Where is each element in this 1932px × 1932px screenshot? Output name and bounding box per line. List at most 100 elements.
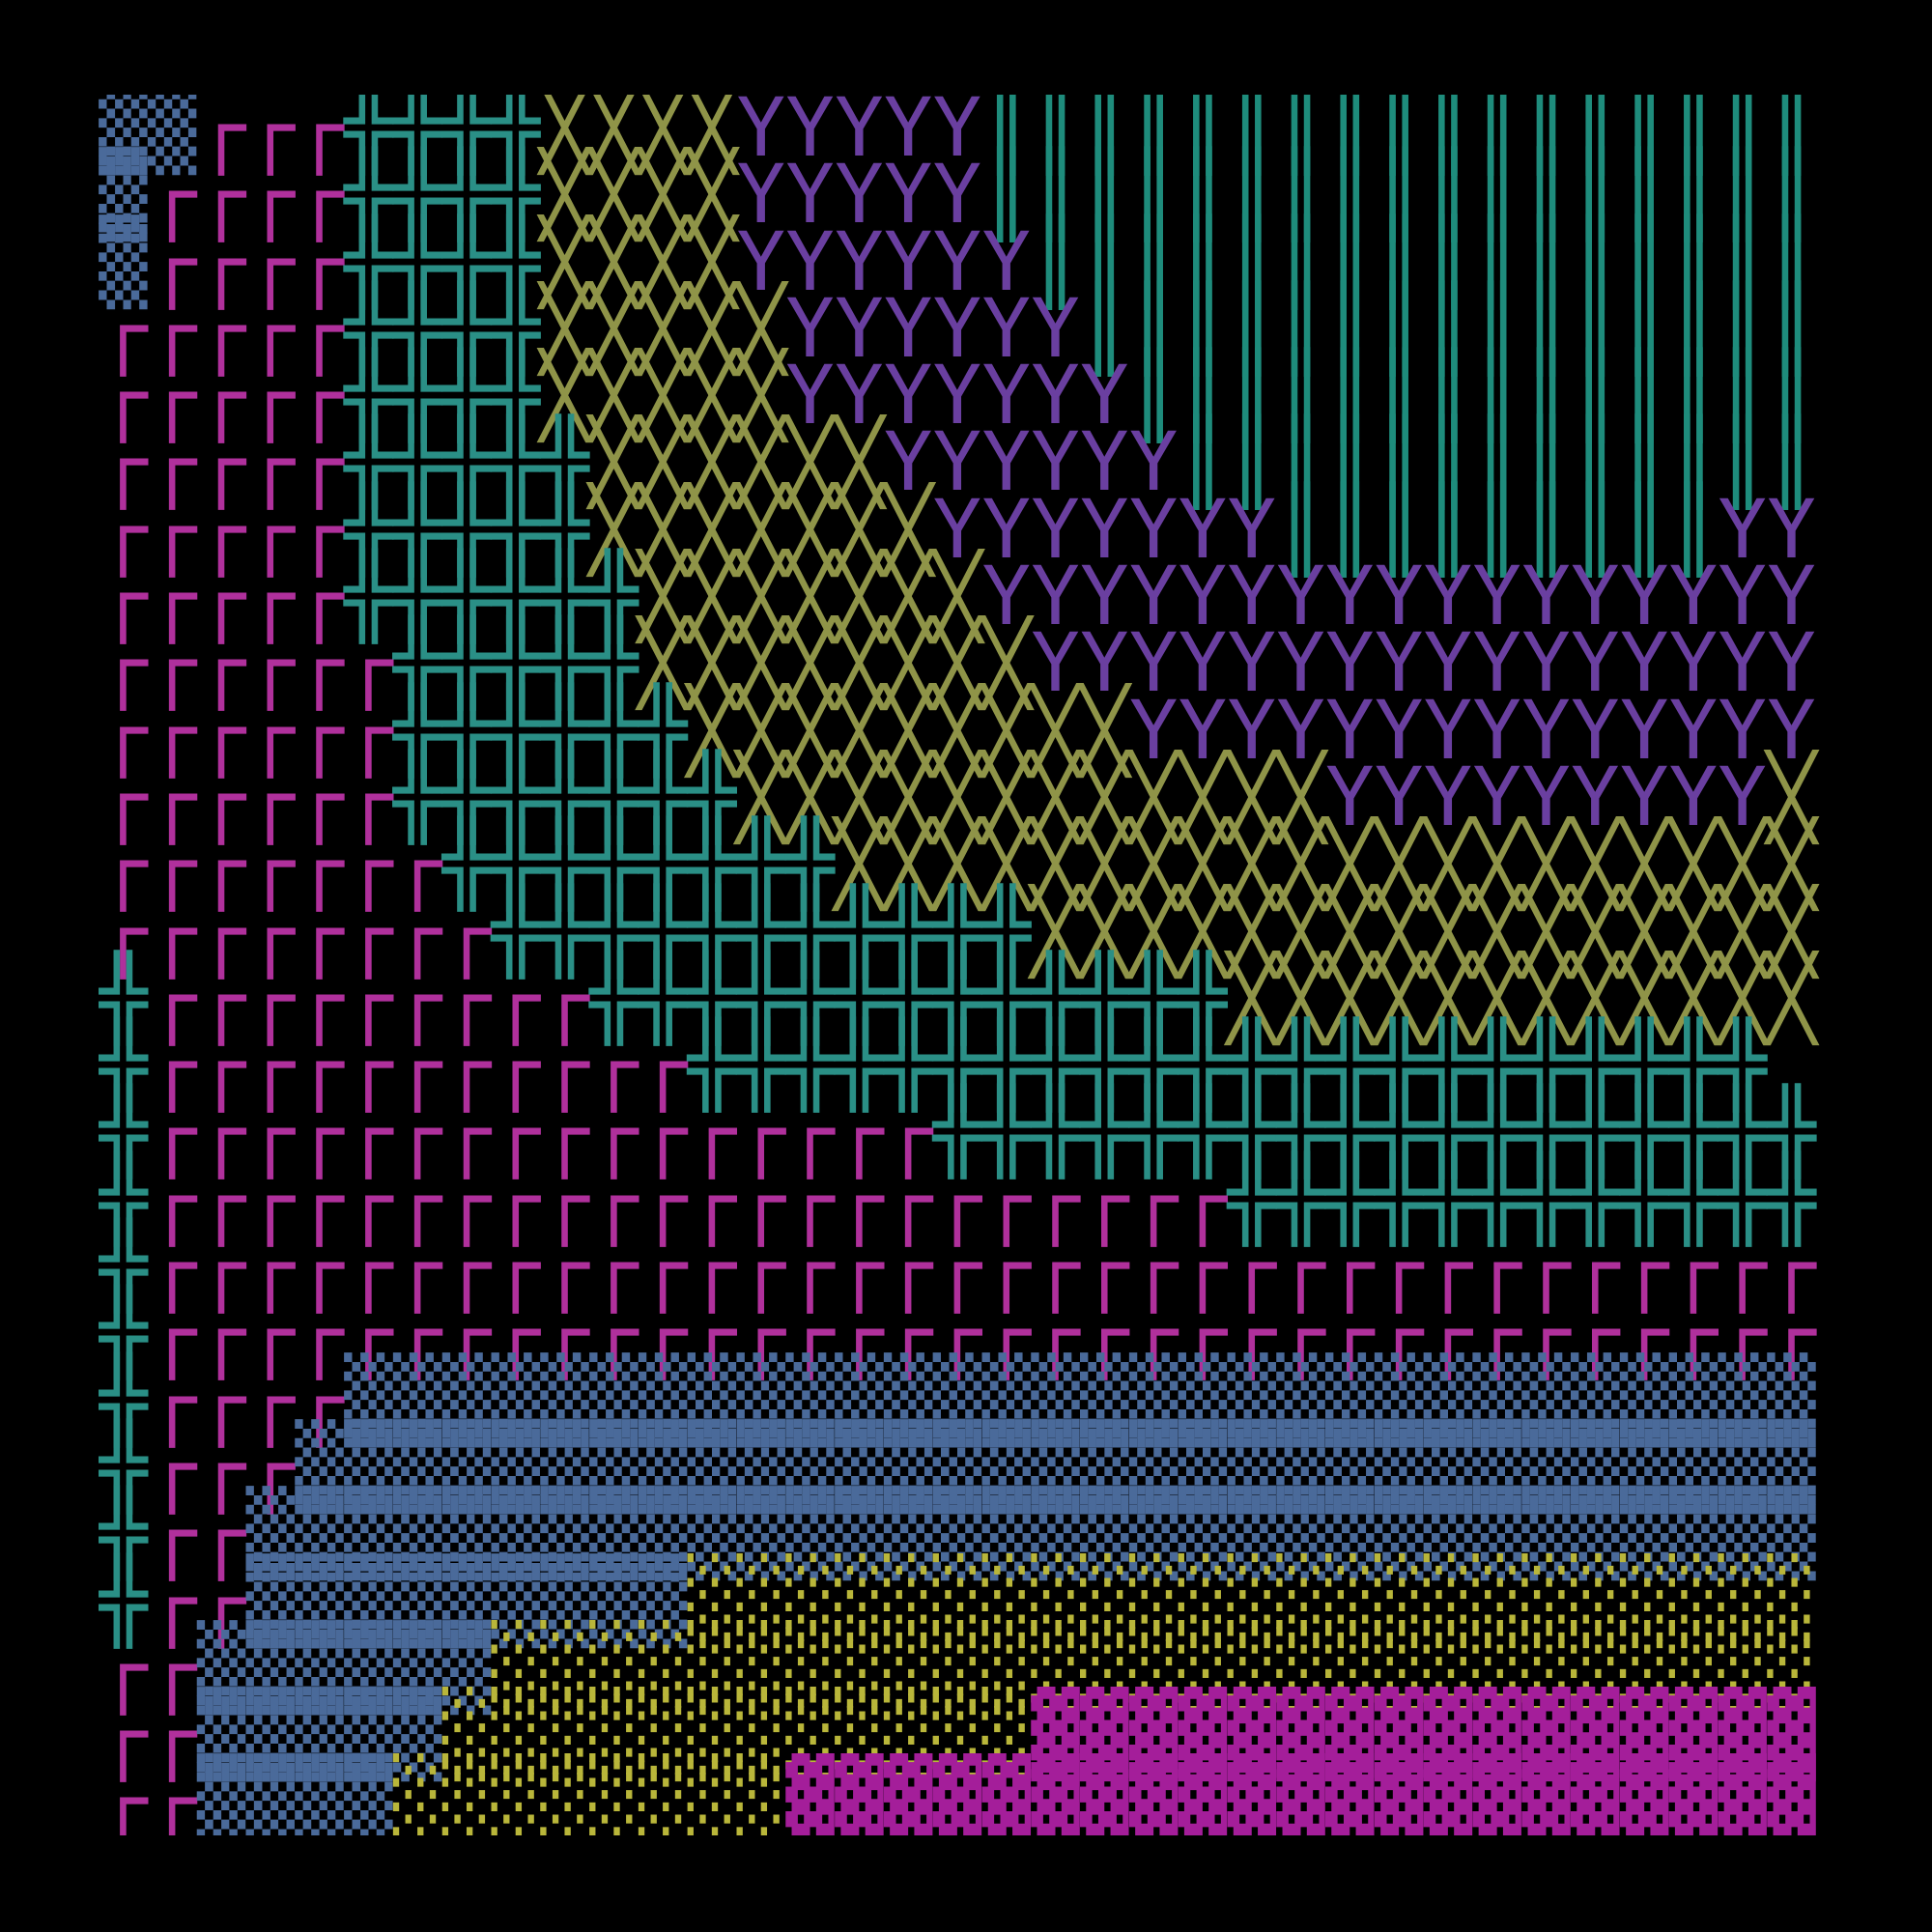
diagonal-cross-glyph: ╳ bbox=[589, 147, 639, 242]
medium-shade-glyph: ▒ bbox=[638, 1351, 688, 1447]
medium-shade-glyph: ▒ bbox=[1668, 1418, 1719, 1514]
double-bar-glyph: ║ bbox=[1668, 147, 1719, 242]
y-glyph: Y bbox=[1178, 481, 1228, 577]
diagonal-cross-glyph: ╳ bbox=[638, 280, 688, 376]
arch-glyph: ┌ bbox=[245, 1418, 296, 1514]
medium-shade-glyph: ▒ bbox=[344, 1552, 393, 1648]
dark-shade-glyph: ▓ bbox=[1571, 1687, 1620, 1782]
glyph-row: ▒ ┌ ┌ ┌ ┌ ╬ ╬ ╬ ╬ ╳ ╳ ╳ ╳ Y Y Y Y Y Y ║ ║ ║ ║ ║ ║ ║ ║ ║ ║ ║ ║ ║ ║ ║ ║ bbox=[99, 220, 1835, 301]
double-bar-glyph: ║ bbox=[1227, 95, 1277, 175]
glyph-row: ┌ ┌ ▒ ▒ ▒ ▒ ▒ ░ ░ ░ ░ ░ ░ ░ ░ ░ ░ ░ ░ ▓ ▓ ▓ ▓ ▓ ▓ ▓ ▓ ▓ ▓ ▓ ▓ ▓ ▓ ▓ ▓ bbox=[99, 1687, 1835, 1782]
medium-shade-glyph: ▒ bbox=[441, 1619, 492, 1715]
diagonal-cross-glyph: ╳ bbox=[1718, 816, 1767, 912]
arch-glyph: ┌ bbox=[638, 1285, 688, 1380]
arch-glyph: ┌ bbox=[1521, 1285, 1571, 1380]
arch-glyph: ┌ bbox=[295, 682, 344, 778]
light-shade-glyph: ░ bbox=[687, 1753, 737, 1835]
light-shade-glyph: ░ bbox=[883, 1619, 933, 1715]
double-cross-glyph: ╬ bbox=[344, 348, 393, 443]
double-cross-glyph: ╬ bbox=[687, 883, 737, 979]
double-cross-glyph: ╬ bbox=[540, 481, 589, 577]
arch-glyph: ┌ bbox=[147, 1619, 197, 1715]
light-shade-glyph: ░ bbox=[1227, 1552, 1277, 1648]
double-cross-glyph: ╬ bbox=[491, 816, 541, 912]
dark-shade-glyph: ▓ bbox=[1325, 1753, 1375, 1835]
arch-glyph: ┌ bbox=[540, 1151, 589, 1246]
arch-glyph: ┌ bbox=[687, 1285, 737, 1380]
diagonal-cross-glyph: ╳ bbox=[1767, 950, 1816, 1045]
light-shade-glyph: ░ bbox=[1080, 1619, 1129, 1715]
arch-glyph: ┌ bbox=[99, 414, 148, 510]
arch-glyph: ┌ bbox=[1128, 1151, 1179, 1246]
arch-glyph: ┌ bbox=[1619, 1218, 1669, 1314]
medium-shade-glyph: ▒ bbox=[540, 1351, 589, 1447]
double-cross-glyph: ╬ bbox=[1472, 1151, 1521, 1246]
medium-shade-glyph: ▒ bbox=[295, 1552, 344, 1648]
double-bar-glyph: ║ bbox=[1178, 280, 1228, 376]
y-glyph: Y bbox=[932, 95, 982, 175]
light-shade-glyph: ░ bbox=[1521, 1619, 1571, 1715]
double-bar-glyph: ║ bbox=[1571, 280, 1620, 376]
arch-glyph: ┌ bbox=[196, 1017, 246, 1113]
diagonal-cross-glyph: ╳ bbox=[687, 682, 737, 778]
y-glyph: Y bbox=[1767, 615, 1816, 711]
medium-shade-glyph: ▒ bbox=[1472, 1351, 1521, 1447]
medium-shade-glyph: ▒ bbox=[736, 1351, 786, 1447]
double-cross-glyph: ╬ bbox=[1227, 1017, 1277, 1113]
glyph-row: ╬ ┌ ┌ ┌ ┌ ┌ ┌ ┌ ┌ ┌ ┌ ┌ ┌ ┌ ┌ ┌ ┌ ┌ ┌ ┌ ┌ ┌ ┌ ┌ ┌ ┌ ┌ ┌ ┌ ┌ ┌ ┌ ┌ ┌ ┌ bbox=[99, 1218, 1835, 1314]
glyph-row: ╬ ┌ ┌ ┌ ▒ ▒ ▒ ▒ ▒ ▒ ▒ ▒ ▒ ▒ ▒ ▒ ▒ ▒ ▒ ▒ ▒ ▒ ▒ ▒ ▒ ▒ ▒ ▒ ▒ ▒ ▒ ▒ ▒ ▒ ▒ bbox=[99, 1418, 1835, 1514]
double-bar-glyph: ║ bbox=[1227, 280, 1277, 376]
double-bar-glyph: ║ bbox=[1571, 481, 1620, 577]
medium-shade-glyph: ▒ bbox=[1227, 1351, 1277, 1447]
arch-glyph: ┌ bbox=[147, 414, 197, 510]
double-cross-glyph: ╬ bbox=[1718, 1084, 1767, 1179]
medium-shade-glyph: ▒ bbox=[883, 1418, 933, 1514]
double-cross-glyph: ╬ bbox=[441, 481, 492, 577]
arch-glyph: ┌ bbox=[1423, 1218, 1473, 1314]
light-shade-glyph: ░ bbox=[392, 1753, 442, 1835]
light-shade-glyph: ░ bbox=[1423, 1552, 1473, 1648]
diagonal-cross-glyph: ╳ bbox=[932, 615, 982, 711]
light-shade-glyph: ░ bbox=[1619, 1619, 1669, 1715]
glyph-row: ┌ ┌ ▒ ▒ ▒ ▒ ▒ ▒ ░ ░ ░ ░ ░ ░ ░ ░ ░ ░ ░ ░ ░ ░ ░ ░ ░ ░ ░ ░ ░ ░ ░ ░ ░ ░ ░ bbox=[99, 1619, 1835, 1715]
medium-shade-glyph: ▒ bbox=[687, 1418, 737, 1514]
arch-glyph: ┌ bbox=[344, 950, 393, 1045]
dark-shade-glyph: ▓ bbox=[1080, 1687, 1129, 1782]
double-bar-glyph: ║ bbox=[1521, 95, 1571, 175]
arch-glyph: ┌ bbox=[147, 1486, 197, 1581]
medium-shade-glyph: ▒ bbox=[392, 1351, 442, 1447]
y-glyph: Y bbox=[1325, 749, 1375, 844]
light-shade-glyph: ░ bbox=[1276, 1619, 1325, 1715]
double-cross-glyph: ╬ bbox=[99, 1486, 148, 1581]
medium-shade-glyph: ▒ bbox=[1668, 1486, 1719, 1581]
arch-glyph: ┌ bbox=[196, 1486, 246, 1581]
medium-shade-glyph: ▒ bbox=[1668, 1351, 1719, 1447]
arch-glyph: ┌ bbox=[1619, 1285, 1669, 1380]
medium-shade-glyph: ▒ bbox=[295, 1687, 344, 1782]
double-cross-glyph: ╬ bbox=[883, 883, 933, 979]
diagonal-cross-glyph: ╳ bbox=[687, 615, 737, 711]
y-glyph: Y bbox=[1128, 481, 1179, 577]
medium-shade-glyph: ▒ bbox=[1080, 1418, 1129, 1514]
double-cross-glyph: ╬ bbox=[1031, 1017, 1080, 1113]
arch-glyph: ┌ bbox=[196, 1418, 246, 1514]
medium-shade-glyph: ▒ bbox=[736, 1486, 786, 1581]
y-glyph: Y bbox=[1571, 549, 1620, 644]
arch-glyph: ┌ bbox=[196, 615, 246, 711]
diagonal-cross-glyph: ╳ bbox=[1128, 883, 1179, 979]
arch-glyph: ┌ bbox=[147, 1285, 197, 1380]
double-cross-glyph: ╬ bbox=[99, 1285, 148, 1380]
arch-glyph: ┌ bbox=[1668, 1285, 1719, 1380]
double-cross-glyph: ╬ bbox=[589, 883, 639, 979]
diagonal-cross-glyph: ╳ bbox=[1619, 950, 1669, 1045]
double-bar-glyph: ║ bbox=[1423, 414, 1473, 510]
arch-glyph: ┌ bbox=[245, 682, 296, 778]
arch-glyph: ┌ bbox=[295, 1017, 344, 1113]
dark-shade-glyph: ▓ bbox=[785, 1753, 835, 1835]
glyph-row: ╬ ┌ ┌ ┌ ┌ ┌ ┌ ┌ ┌ ┌ ┌ ┌ ╬ ╬ ╬ ╬ ╬ ╬ ╬ ╬ ╬ ╬ ╬ ╬ ╬ ╬ ╬ ╬ ╬ ╬ ╬ ╬ ╬ ╬ bbox=[99, 1017, 1835, 1113]
arch-glyph: ┌ bbox=[1227, 1218, 1277, 1314]
double-cross-glyph: ╬ bbox=[99, 1084, 148, 1179]
double-bar-glyph: ║ bbox=[1619, 348, 1669, 443]
arch-glyph: ┌ bbox=[344, 615, 393, 711]
light-shade-glyph: ░ bbox=[785, 1687, 835, 1782]
